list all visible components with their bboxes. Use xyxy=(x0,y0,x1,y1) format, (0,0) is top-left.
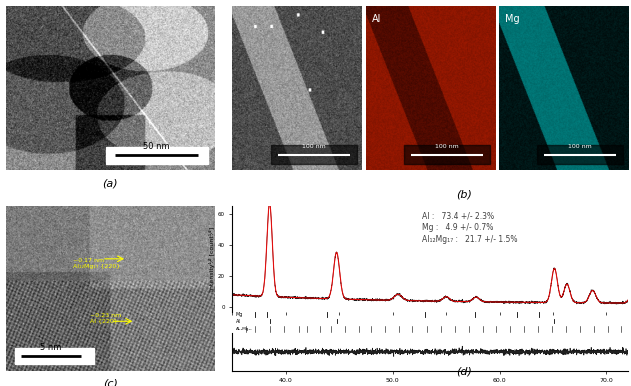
Text: 50 nm: 50 nm xyxy=(143,142,170,151)
Y-axis label: Intensity¹⁄² [count¹⁄²]: Intensity¹⁄² [count¹⁄²] xyxy=(209,227,215,291)
Bar xyxy=(271,146,357,164)
Bar xyxy=(538,146,623,164)
Text: 100 nm: 100 nm xyxy=(568,144,592,149)
Bar xyxy=(106,147,208,164)
Text: ~0.23 nm
Al {220}: ~0.23 nm Al {220} xyxy=(90,313,121,323)
Text: Mg: Mg xyxy=(505,14,520,24)
Text: (b): (b) xyxy=(456,190,472,200)
Bar xyxy=(15,347,94,364)
Text: Mg: Mg xyxy=(236,312,243,317)
Bar xyxy=(404,146,490,164)
Text: 100 nm: 100 nm xyxy=(435,144,459,149)
Text: ~0.17 nm
Al₁₂Mg₁₇ {220}: ~0.17 nm Al₁₂Mg₁₇ {220} xyxy=(73,258,120,269)
Text: Al :   73.4 +/- 2.3%
Mg :   4.9 +/- 0.7%
Al₁₂Mg₁₇ :   21.7 +/- 1.5%: Al : 73.4 +/- 2.3% Mg : 4.9 +/- 0.7% Al₁… xyxy=(422,212,518,244)
Text: 5 nm: 5 nm xyxy=(40,343,62,352)
Text: (c): (c) xyxy=(103,379,118,386)
Text: 100 nm: 100 nm xyxy=(302,144,326,149)
Text: Al₁₂Mg₁₇: Al₁₂Mg₁₇ xyxy=(236,327,252,331)
Text: Al: Al xyxy=(372,14,381,24)
Text: (d): (d) xyxy=(456,366,472,376)
Text: (a): (a) xyxy=(103,178,118,188)
Text: Al: Al xyxy=(236,319,240,324)
